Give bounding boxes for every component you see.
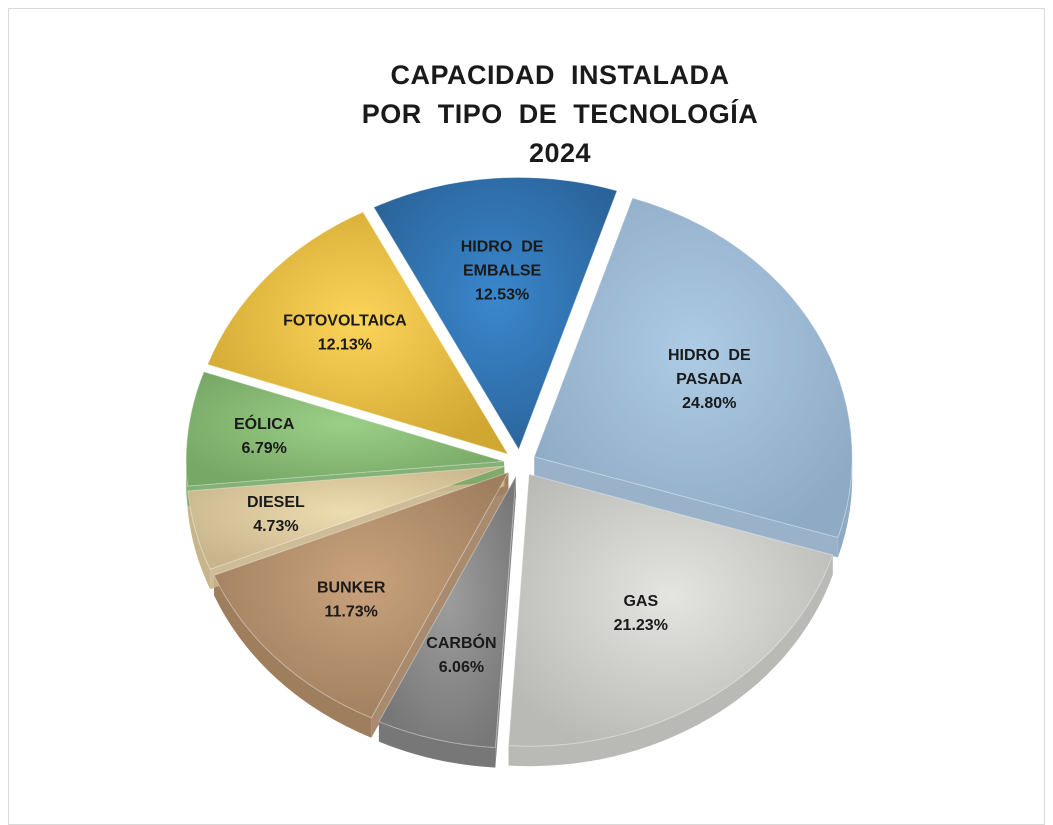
pie-category-bunker: BUNKER (317, 579, 386, 596)
pie-value-hidro-de-pasada: 24.80% (682, 395, 736, 412)
pie-category-hidro-de-pasada: PASADA (676, 371, 743, 388)
chart-title-line-1: CAPACIDAD INSTALADA (390, 60, 730, 90)
pie-category-hidro-de-pasada: HIDRO DE (668, 347, 751, 364)
pie-slice-edge-bunker-0 (371, 472, 509, 738)
pie-slice-hidro-de-pasada (533, 197, 853, 539)
pie-labels: HIDRO DE PASADA 24.80% GAS 21.23% CARBÓN 6.06%… (234, 239, 751, 677)
pie-category-gas: GAS (623, 593, 658, 610)
pie-slice-side-eolica (186, 461, 188, 507)
pie-slice-hidro-de-embalse (373, 176, 618, 451)
pie-label-hidro-de-embalse: HIDRO DE EMBALSE 12.53% (461, 239, 544, 304)
pie-slice-eolica (185, 371, 505, 487)
pie-label-carbon: CARBÓN 6.06% (426, 633, 496, 676)
pie-label-fotovoltaica: FOTOVOLTAICA 12.13% (283, 313, 407, 354)
pie-slice-carbon (378, 475, 517, 749)
pie-value-diesel: 4.73% (253, 518, 298, 535)
pie-category-hidro-de-embalse: HIDRO DE (461, 239, 544, 256)
pie-slice-edge-carbon-0 (495, 476, 516, 768)
pie-label-gas: GAS 21.23% (614, 593, 668, 634)
pie-slice-fotovoltaica (206, 211, 510, 455)
pie-slice-side-gas (508, 555, 833, 767)
pie-category-carbon: CARBÓN (426, 633, 496, 652)
chart-title-line-3: 2024 (528, 138, 592, 168)
pie-slice-side-diesel (187, 490, 211, 590)
pie-label-hidro-de-pasada: HIDRO DE PASADA 24.80% (668, 347, 751, 412)
pie-category-eolica: EÓLICA (234, 414, 295, 433)
pie-slice-bunker (213, 471, 510, 719)
pie-value-eolica: 6.79% (242, 440, 287, 457)
pie-label-eolica: EÓLICA 6.79% (234, 414, 295, 457)
pie-slice-side-carbon (378, 721, 496, 768)
pie-label-diesel: DIESEL 4.73% (247, 494, 305, 535)
pie-slice-gas (507, 473, 834, 747)
pie-value-hidro-de-embalse: 12.53% (475, 287, 529, 304)
pie-label-bunker: BUNKER 11.73% (317, 579, 386, 620)
pie-slice-diesel (187, 465, 505, 570)
pie-slice-edge-hidro-de-pasada-1 (534, 456, 838, 558)
pie-tops (185, 176, 853, 749)
pie-slice-side-hidro-de-pasada (837, 456, 853, 558)
pie-category-hidro-de-embalse: EMBALSE (463, 263, 542, 280)
pie-slice-side-bunker (214, 575, 372, 738)
pie-category-fotovoltaica: FOTOVOLTAICA (283, 313, 407, 330)
pie-value-gas: 21.23% (614, 617, 668, 634)
pie-category-diesel: DIESEL (247, 494, 305, 511)
pie-value-carbon: 6.06% (439, 659, 484, 676)
pie-value-bunker: 11.73% (325, 603, 378, 620)
chart-title-line-2: POR TIPO DE TECNOLOGÍA (361, 99, 759, 129)
pie-value-fotovoltaica: 12.13% (318, 337, 372, 354)
chart-title: CAPACIDAD INSTALADA POR TIPO DE TECNOLOG… (0, 56, 1053, 173)
